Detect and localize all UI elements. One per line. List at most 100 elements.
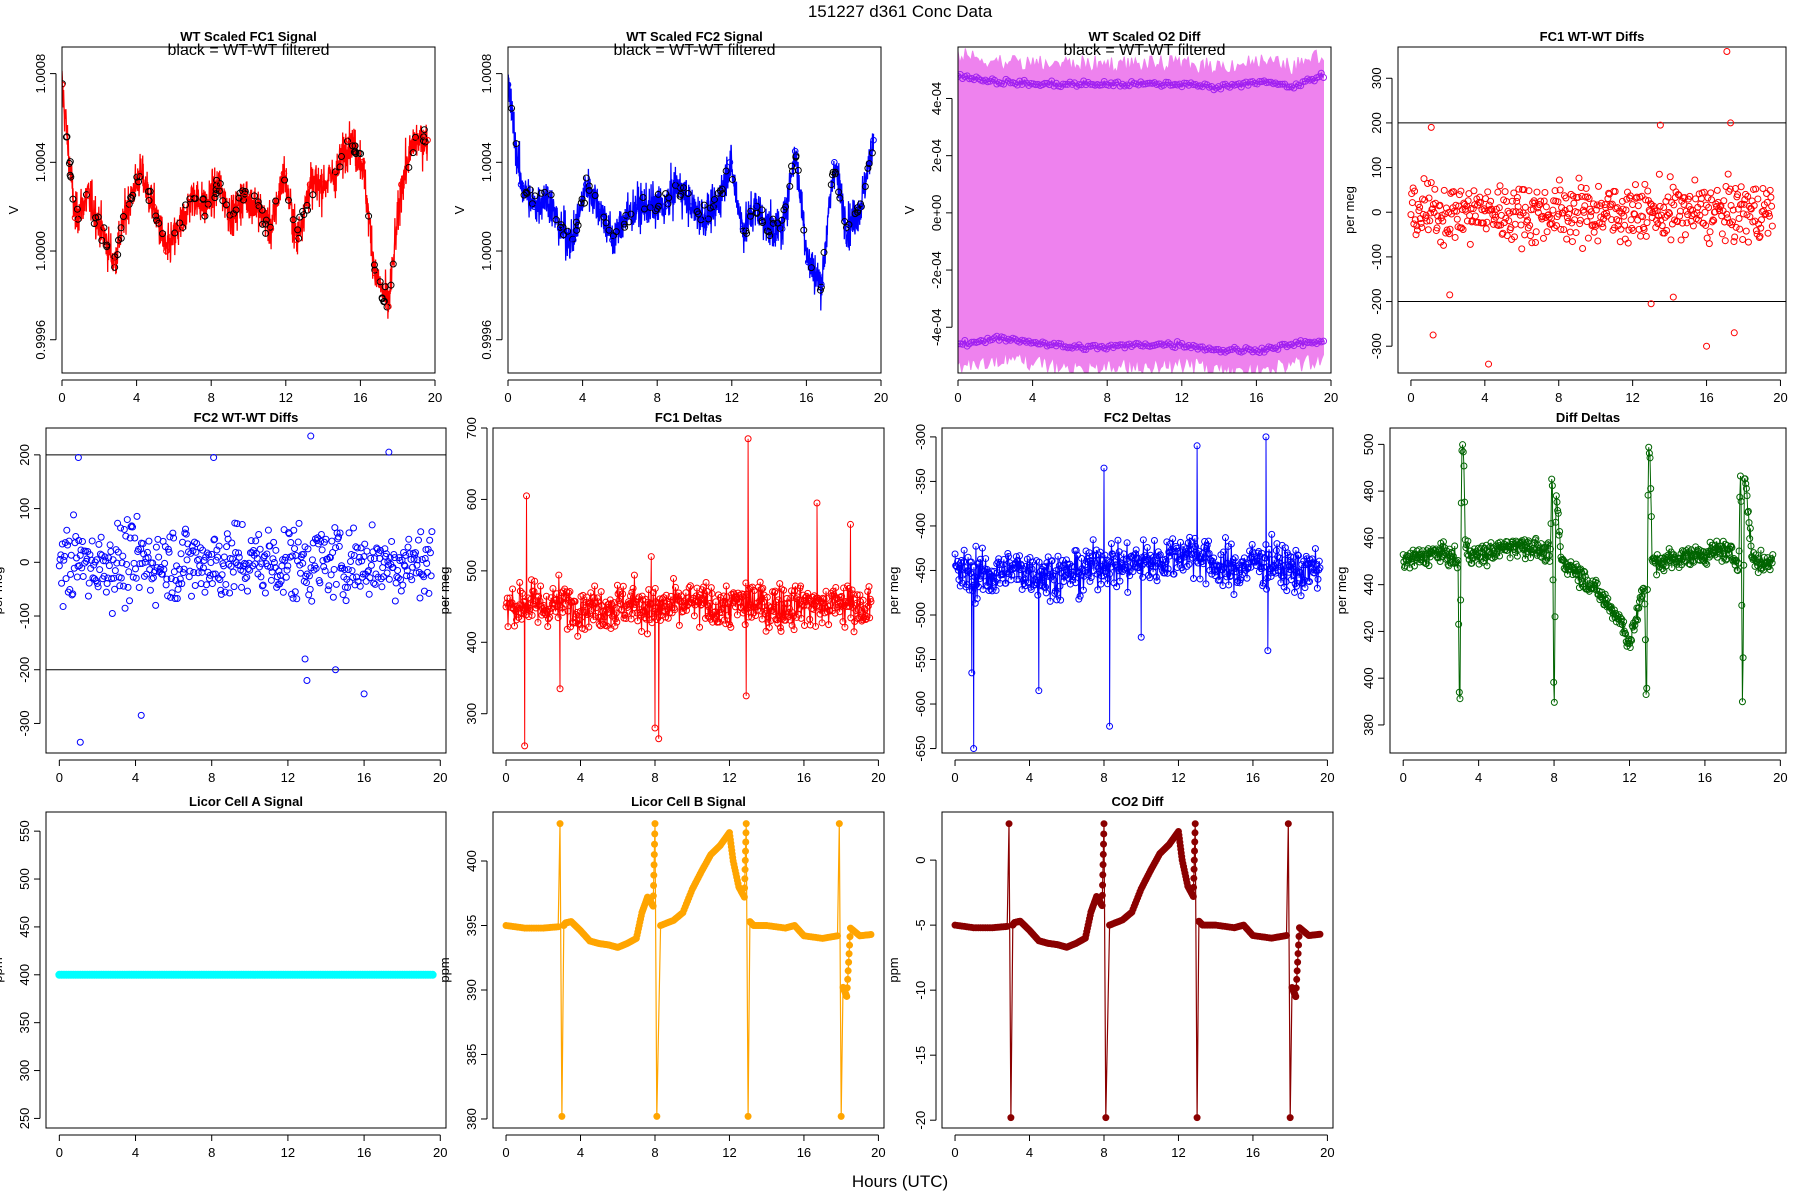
data-point [355, 553, 363, 561]
filtered-point [676, 192, 684, 200]
data-point [969, 587, 977, 595]
data-point [388, 537, 396, 545]
data-point [238, 583, 246, 591]
x-tick-label: 20 [871, 1145, 885, 1160]
data-point [754, 606, 762, 614]
data-point [1755, 234, 1763, 242]
data-point [1057, 596, 1065, 604]
x-tick-label: 20 [428, 390, 442, 405]
data-point [1033, 573, 1041, 581]
x-tick-label: 0 [954, 390, 961, 405]
data-point [209, 570, 217, 578]
x-tick-label: 16 [1246, 1145, 1260, 1160]
data-point [1099, 881, 1107, 889]
data-point [1533, 188, 1541, 196]
data-point [1526, 232, 1534, 240]
y-axis-label: V [452, 205, 467, 214]
data-point [254, 203, 262, 210]
data-point [651, 724, 659, 732]
data-point [783, 595, 791, 603]
data-point [675, 621, 683, 629]
data-point [306, 181, 314, 188]
data-point [1012, 553, 1020, 561]
data-point [1062, 556, 1070, 564]
series-line [505, 438, 872, 746]
data-point [511, 622, 519, 630]
data-point [1223, 559, 1231, 567]
data-point [1732, 223, 1740, 231]
y-tick-label: 500 [464, 560, 479, 582]
data-point [1216, 576, 1224, 584]
data-point [411, 549, 419, 557]
data-point [139, 540, 147, 548]
data-point [1440, 241, 1448, 249]
data-point [1650, 202, 1658, 210]
data-point [1221, 534, 1229, 542]
data-point [372, 269, 379, 277]
data-point [329, 549, 337, 557]
data-point [1446, 225, 1454, 233]
filtered-point [573, 226, 581, 234]
data-point [342, 597, 350, 605]
data-point [1541, 189, 1549, 197]
data-point [1005, 820, 1013, 828]
data-point [1661, 213, 1669, 221]
outlier-point [1723, 47, 1731, 55]
data-point [810, 605, 818, 613]
data-point [650, 861, 658, 869]
data-point [777, 627, 785, 635]
data-point [329, 593, 337, 601]
data-point [1455, 620, 1463, 628]
data-point [1620, 618, 1628, 626]
data-point [1505, 217, 1513, 225]
upper-envelope-point [1320, 74, 1328, 82]
data-point [121, 604, 129, 612]
data-point [1701, 208, 1709, 216]
data-point [63, 526, 71, 534]
data-point [740, 590, 748, 598]
filtered-point [304, 206, 312, 214]
data-point [106, 541, 114, 549]
y-tick-label: -200 [17, 657, 32, 683]
data-point [1608, 216, 1616, 224]
upper-envelope-point [1315, 73, 1323, 81]
data-point [619, 582, 627, 590]
data-point [1665, 210, 1673, 218]
data-point [267, 225, 275, 233]
data-point [241, 192, 249, 199]
data-point [1737, 183, 1745, 191]
lower-envelope-point [963, 342, 971, 350]
plot-area [958, 48, 1328, 373]
filtered-point [831, 170, 839, 178]
data-point [1658, 222, 1666, 230]
filtered-point [820, 248, 828, 256]
filtered-point [370, 261, 378, 269]
lower-envelope-point [1016, 338, 1024, 346]
data-point [261, 552, 269, 560]
data-point [525, 613, 533, 621]
data-point [536, 597, 544, 605]
data-point [1262, 541, 1270, 549]
data-point [726, 159, 734, 166]
filtered-point [348, 142, 356, 150]
data-point [1572, 229, 1580, 237]
data-point [713, 203, 721, 210]
data-point [591, 612, 599, 620]
filtered-point [222, 201, 230, 209]
data-point [1440, 186, 1448, 194]
x-tick-label: 8 [1104, 390, 1111, 405]
data-point [1569, 192, 1577, 200]
data-point [632, 599, 640, 607]
data-point [1666, 173, 1674, 181]
data-point [648, 203, 655, 210]
data-point [973, 581, 981, 589]
data-point [825, 621, 833, 629]
filtered-point [522, 188, 530, 196]
data-point [1306, 578, 1314, 586]
data-point [739, 225, 747, 233]
plot-frame [507, 46, 882, 374]
filtered-point [294, 226, 302, 234]
data-point [1739, 654, 1747, 662]
data-point [224, 535, 232, 543]
